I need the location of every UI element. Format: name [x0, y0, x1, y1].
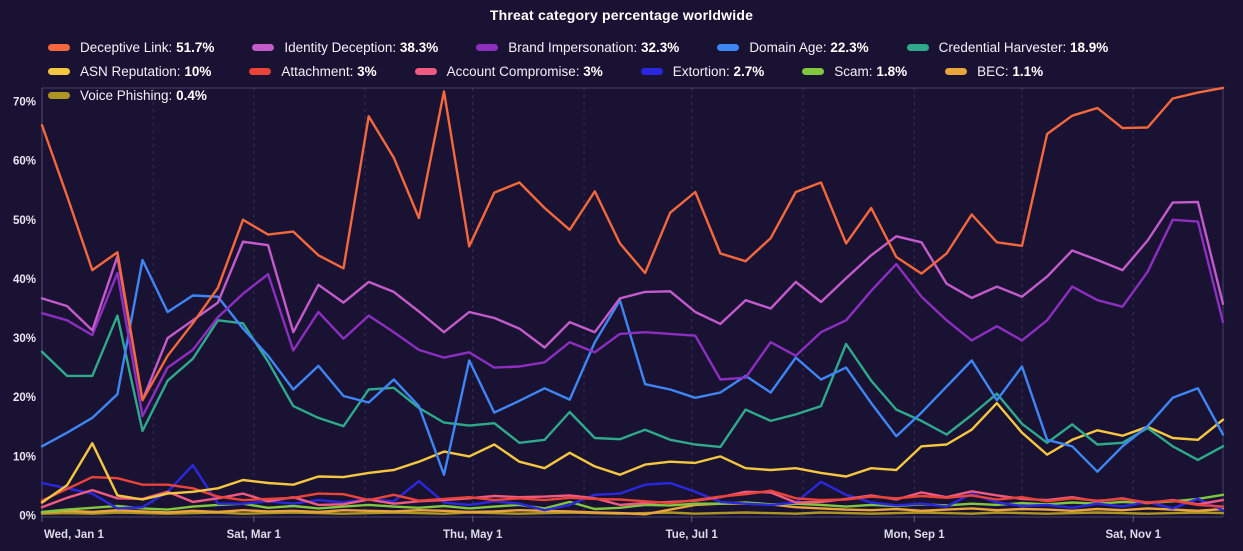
legend-label: ASN Reputation: 10%: [80, 64, 212, 79]
x-axis-tick-label: Sat, Nov 1: [1105, 529, 1161, 541]
y-axis-tick-label: 10%: [13, 451, 36, 463]
legend-item-attachment[interactable]: Attachment: 3%: [249, 61, 377, 82]
legend-item-asn-reputation[interactable]: ASN Reputation: 10%: [48, 61, 211, 82]
x-axis-tick-label: Wed, Jan 1: [44, 529, 104, 541]
legend-label: Deceptive Link: 51.7%: [80, 40, 215, 55]
legend-item-extortion[interactable]: Extortion: 2.7%: [640, 61, 765, 82]
series-line-bec: [40, 502, 1225, 516]
legend-item-credential-harvester[interactable]: Credential Harvester: 18.9%: [906, 37, 1109, 58]
y-axis-tick-label: 70%: [13, 97, 36, 109]
legend-label: Account Compromise: 3%: [446, 64, 603, 79]
x-axis-tick-label: Tue, Jul 1: [666, 529, 719, 541]
legend-swatch: [249, 68, 272, 75]
legend-label: BEC: 1.1%: [977, 64, 1044, 79]
chart-legend: Deceptive Link: 51.7% Identity Deception:…: [48, 37, 1208, 106]
y-axis-tick-label: 60%: [13, 156, 36, 168]
legend-swatch: [945, 68, 968, 75]
legend-item-account-compromise[interactable]: Account Compromise: 3%: [414, 61, 603, 82]
x-axis-tick-label: Thu, May 1: [443, 529, 503, 541]
y-axis-tick-label: 40%: [13, 274, 36, 286]
series-line-brand-impersonation: [40, 218, 1225, 418]
legend-swatch: [414, 68, 437, 75]
series-line-account-compromise: [40, 488, 1225, 509]
legend-swatch: [717, 44, 740, 51]
chart-title: Threat category percentage worldwide: [489, 7, 754, 23]
x-axis-tick-label: Sat, Mar 1: [227, 529, 282, 541]
series-line-attachment: [40, 475, 1225, 508]
legend-label: Scam: 1.8%: [834, 64, 908, 79]
series-line-domain-age: [40, 258, 1225, 476]
series-line-deceptive-link: [40, 86, 1225, 402]
legend-item-bec[interactable]: BEC: 1.1%: [945, 61, 1043, 82]
legend-swatch: [48, 68, 70, 75]
x-axis-tick-label: Mon, Sep 1: [884, 529, 945, 541]
legend-swatch: [906, 44, 929, 51]
series-line-extortion: [40, 464, 1225, 512]
legend-label: Identity Deception: 38.3%: [284, 40, 439, 55]
legend-item-voice-phishing[interactable]: Voice Phishing: 0.4%: [48, 85, 207, 106]
legend-swatch: [48, 92, 70, 99]
legend-item-brand-impersonation[interactable]: Brand Impersonation: 32.3%: [476, 37, 679, 58]
legend-swatch: [802, 68, 825, 75]
legend-swatch: [476, 44, 499, 51]
legend-swatch: [252, 44, 275, 51]
y-axis-tick-label: 30%: [13, 333, 36, 345]
series-line-identity-deception: [40, 200, 1225, 402]
legend-item-identity-deception[interactable]: Identity Deception: 38.3%: [252, 37, 438, 58]
legend-label: Credential Harvester: 18.9%: [938, 40, 1109, 55]
legend-item-domain-age[interactable]: Domain Age: 22.3%: [717, 37, 869, 58]
legend-swatch: [640, 68, 663, 75]
legend-label: Extortion: 2.7%: [672, 64, 765, 79]
legend-label: Domain Age: 22.3%: [749, 40, 869, 55]
series-line-asn-reputation: [40, 401, 1225, 504]
legend-item-deceptive-link[interactable]: Deceptive Link: 51.7%: [48, 37, 214, 58]
legend-label: Attachment: 3%: [281, 64, 377, 79]
y-axis-tick-label: 50%: [13, 215, 36, 227]
legend-item-scam[interactable]: Scam: 1.8%: [802, 61, 907, 82]
y-axis-tick-label: 20%: [13, 392, 36, 404]
legend-swatch: [48, 44, 70, 51]
y-axis-tick-label: 0%: [19, 511, 36, 523]
legend-label: Voice Phishing: 0.4%: [80, 88, 207, 103]
legend-label: Brand Impersonation: 32.3%: [508, 40, 680, 55]
